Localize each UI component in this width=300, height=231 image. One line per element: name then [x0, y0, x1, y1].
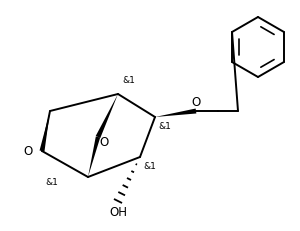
- Polygon shape: [88, 137, 100, 177]
- Polygon shape: [155, 109, 196, 118]
- Polygon shape: [40, 112, 50, 152]
- Text: O: O: [191, 96, 201, 109]
- Text: &1: &1: [143, 161, 156, 170]
- Text: &1: &1: [158, 122, 171, 131]
- Text: &1: &1: [45, 178, 58, 187]
- Polygon shape: [96, 94, 118, 138]
- Text: &1: &1: [122, 76, 135, 85]
- Text: O: O: [99, 136, 109, 149]
- Text: OH: OH: [109, 206, 127, 219]
- Text: O: O: [23, 145, 33, 158]
